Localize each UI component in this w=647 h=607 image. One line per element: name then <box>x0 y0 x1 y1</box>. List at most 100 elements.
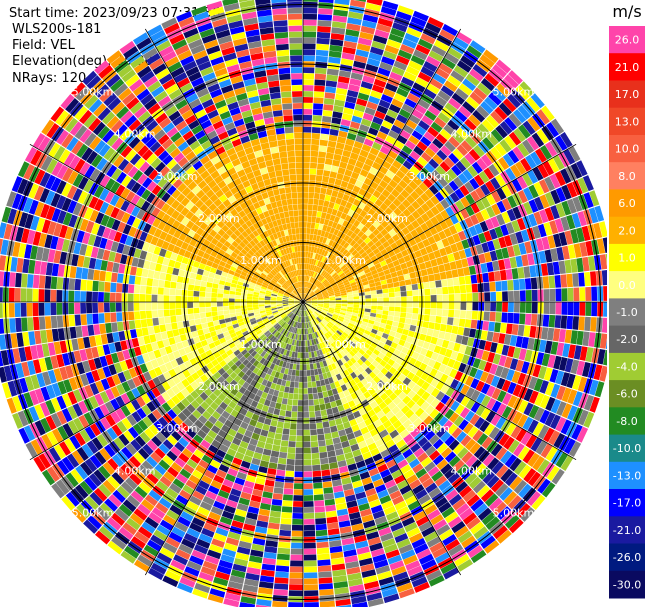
velocity-cell <box>252 360 260 367</box>
velocity-cell <box>286 318 291 324</box>
velocity-cell <box>138 447 150 460</box>
velocity-cell <box>351 115 362 124</box>
velocity-cell <box>360 274 367 280</box>
velocity-cell <box>311 299 318 301</box>
velocity-cell <box>283 306 290 310</box>
velocity-cell <box>369 316 376 321</box>
velocity-cell <box>204 420 214 430</box>
velocity-cell <box>312 387 318 394</box>
velocity-cell <box>372 228 380 236</box>
velocity-cell <box>188 474 201 485</box>
velocity-cell <box>303 316 306 323</box>
velocity-cell <box>255 604 271 607</box>
velocity-cell <box>311 296 317 299</box>
velocity-cell <box>401 103 414 114</box>
velocity-cell <box>523 325 531 337</box>
velocity-cell <box>360 386 368 394</box>
velocity-cell <box>147 269 155 279</box>
velocity-cell <box>247 561 262 570</box>
velocity-cell <box>432 154 444 165</box>
velocity-cell <box>217 302 223 307</box>
velocity-cell <box>270 370 277 377</box>
velocity-cell <box>252 299 259 302</box>
velocity-cell <box>276 469 286 477</box>
velocity-cell <box>310 252 314 259</box>
velocity-cell <box>309 363 314 370</box>
velocity-cell <box>157 294 164 302</box>
velocity-cell <box>308 270 312 277</box>
velocity-cell <box>148 489 162 502</box>
velocity-cell <box>377 67 391 77</box>
velocity-cell <box>291 307 297 312</box>
velocity-cell <box>303 501 314 507</box>
velocity-cell <box>281 379 287 387</box>
velocity-cell <box>314 253 319 260</box>
velocity-cell <box>303 554 317 561</box>
velocity-cell <box>140 319 148 328</box>
velocity-cell <box>298 310 301 317</box>
velocity-cell <box>297 322 300 329</box>
velocity-cell <box>485 410 496 423</box>
velocity-cell <box>360 251 368 259</box>
velocity-cell <box>193 544 209 555</box>
velocity-cell <box>319 321 325 328</box>
velocity-cell <box>53 341 62 355</box>
velocity-cell <box>376 105 389 115</box>
velocity-cell <box>365 271 373 278</box>
velocity-cell <box>455 334 463 344</box>
velocity-cell <box>80 302 87 314</box>
velocity-cell <box>424 295 431 302</box>
velocity-cell <box>230 569 246 579</box>
velocity-cell <box>508 131 522 146</box>
velocity-cell <box>134 531 150 544</box>
velocity-cell <box>334 308 341 312</box>
velocity-cell <box>347 572 362 581</box>
velocity-cell <box>284 368 289 375</box>
velocity-cell <box>14 303 21 318</box>
velocity-cell <box>261 563 276 571</box>
velocity-cell <box>440 209 450 220</box>
velocity-cell <box>187 296 194 302</box>
velocity-cell <box>338 284 345 288</box>
velocity-cell <box>93 269 101 281</box>
velocity-cell <box>152 317 159 326</box>
velocity-cell <box>349 78 362 87</box>
velocity-cell <box>372 433 382 442</box>
velocity-cell <box>485 206 496 218</box>
velocity-cell <box>73 389 83 403</box>
velocity-cell <box>549 369 559 383</box>
velocity-cell <box>321 311 327 316</box>
velocity-cell <box>0 366 7 383</box>
velocity-cell <box>121 417 133 430</box>
velocity-cell <box>165 536 181 549</box>
velocity-cell <box>373 35 388 45</box>
velocity-cell <box>152 376 162 387</box>
velocity-cell <box>340 119 351 127</box>
velocity-cell <box>258 397 266 405</box>
velocity-cell <box>83 412 95 426</box>
velocity-cell <box>322 237 328 244</box>
velocity-cell <box>516 217 526 231</box>
velocity-cell <box>166 398 176 409</box>
velocity-cell <box>190 424 200 434</box>
velocity-cell <box>434 475 447 487</box>
velocity-cell <box>330 270 336 276</box>
velocity-cell <box>317 303 324 306</box>
velocity-cell <box>304 566 318 573</box>
velocity-cell <box>273 583 289 590</box>
velocity-cell <box>248 284 255 289</box>
velocity-cell <box>521 361 530 374</box>
velocity-cell <box>357 155 367 164</box>
velocity-cell <box>318 322 324 329</box>
velocity-cell <box>217 288 224 294</box>
velocity-cell <box>274 433 283 440</box>
velocity-cell <box>384 479 397 489</box>
velocity-cell <box>115 467 129 481</box>
velocity-cell <box>426 384 435 394</box>
velocity-cell <box>255 346 262 353</box>
velocity-cell <box>294 302 301 306</box>
velocity-cell <box>461 354 470 365</box>
velocity-cell <box>460 140 473 153</box>
velocity-cell <box>318 223 324 231</box>
velocity-cell <box>454 309 461 318</box>
